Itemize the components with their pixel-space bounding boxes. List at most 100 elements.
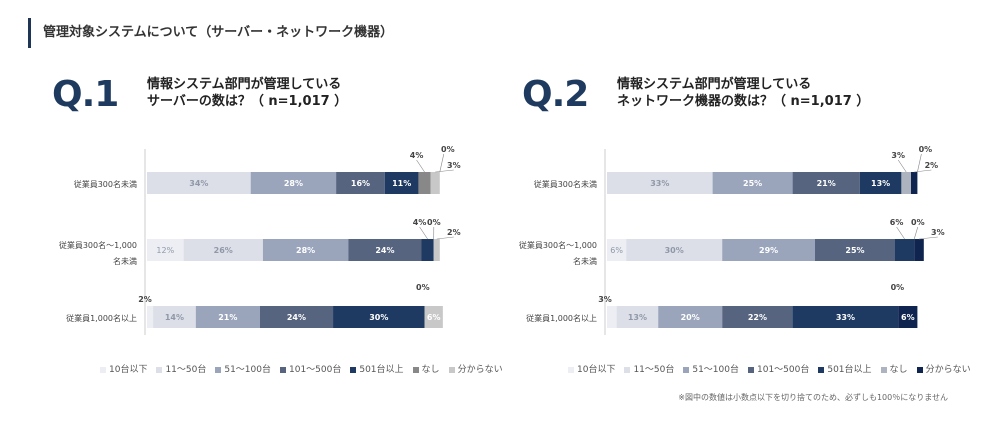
legend-swatch: [350, 366, 357, 373]
legend-item: なし: [880, 362, 908, 375]
value-label: 33%: [836, 313, 855, 322]
value-label: 28%: [284, 179, 303, 188]
value-label: 2%: [138, 295, 152, 304]
bar-segment: [348, 239, 422, 261]
legend-label: 101～500台: [289, 365, 342, 375]
value-label: 0%: [919, 145, 933, 154]
q1-legend: 10台以下 11～50台 51～100台 101～500台 501台以上 なし 分からない: [100, 362, 512, 375]
value-label: 34%: [189, 179, 208, 188]
leader-line: [439, 153, 445, 173]
legend-label: なし: [889, 365, 908, 375]
value-label: 24%: [287, 313, 306, 322]
legend-swatch: [880, 366, 887, 373]
legend-item: 51～100台: [215, 362, 271, 375]
bar-segment: [384, 172, 419, 194]
value-label: 3%: [447, 161, 461, 170]
legend-item: 分からない: [916, 362, 971, 375]
bar-segment: [147, 306, 154, 328]
q2-legend: 10台以下 11～50台 51～100台 101～500台 501台以上 なし 分からない: [568, 362, 980, 375]
value-label: 16%: [351, 179, 370, 188]
legend-swatch: [412, 366, 419, 373]
bar-segment: [433, 239, 440, 261]
bar-segment: [262, 239, 349, 261]
bar-segment: [259, 306, 334, 328]
bar-segment: [336, 172, 385, 194]
category-label: 従業員300名～1,000: [59, 240, 137, 250]
value-label: 3%: [931, 228, 945, 237]
legend-item: 51～100台: [683, 362, 739, 375]
value-label: 21%: [218, 313, 237, 322]
leader-line: [419, 226, 428, 240]
legend-item: 10台以下: [100, 362, 147, 375]
bar-segment: [626, 239, 723, 261]
bar-segment: [333, 306, 425, 328]
legend-label: なし: [421, 365, 440, 375]
bar-segment: [183, 239, 263, 261]
value-label: 4%: [413, 218, 427, 227]
legend-label: 101～500台: [757, 365, 810, 375]
value-label: 25%: [845, 246, 864, 255]
bar-segment: [607, 239, 627, 261]
value-label: 21%: [817, 179, 836, 188]
value-label: 0%: [911, 218, 925, 227]
bar-segment: [250, 172, 337, 194]
value-label: 25%: [743, 179, 762, 188]
legend-swatch: [215, 366, 222, 373]
legend-swatch: [156, 366, 163, 373]
bar-segment: [430, 172, 440, 194]
q1-question-line2: サーバーの数は？（ n=1,017 ）: [147, 94, 348, 109]
bar-segment: [712, 172, 793, 194]
value-label: 0%: [441, 145, 455, 154]
value-label: 3%: [598, 295, 612, 304]
bar-segment: [607, 306, 617, 328]
leader-line: [913, 226, 919, 240]
bar-segment: [722, 306, 793, 328]
bar-segment: [859, 172, 902, 194]
category-label: 従業員1,000名以上: [66, 313, 137, 323]
legend-label: 51～100台: [224, 365, 271, 375]
legend-item: 11～50台: [624, 362, 674, 375]
bar-segment: [792, 172, 860, 194]
legend-item: 501台以上: [350, 362, 404, 375]
legend-label: 11～50台: [165, 365, 207, 375]
value-label: 2%: [925, 161, 939, 170]
value-label: 33%: [650, 179, 669, 188]
legend-label: 10台以下: [577, 365, 616, 375]
bar-segment: [911, 172, 918, 194]
q1-question-line1: 情報システム部門が管理している: [147, 77, 342, 92]
value-label: 6%: [610, 246, 623, 255]
bar-segment: [153, 306, 196, 328]
value-label: 13%: [628, 313, 647, 322]
category-label: 従業員1,000名以上: [526, 313, 597, 323]
leader-line: [914, 169, 932, 173]
legend-swatch: [448, 366, 455, 373]
leader-line: [435, 169, 454, 173]
bar-segment: [421, 239, 434, 261]
bar-segment: [792, 306, 899, 328]
legend-item: 501台以上: [818, 362, 872, 375]
bar-segment: [147, 172, 251, 194]
bar-segment: [616, 306, 659, 328]
value-label: 12%: [156, 246, 174, 255]
q2-question-line1: 情報システム部門が管理している: [617, 77, 812, 92]
legend-swatch: [683, 366, 690, 373]
value-label: 29%: [759, 246, 778, 255]
value-label: 6%: [890, 218, 904, 227]
value-label: 2%: [447, 228, 461, 237]
value-label: 0%: [891, 283, 905, 292]
leader-line: [917, 153, 922, 173]
bar-segment: [722, 239, 815, 261]
page-title: 管理対象システムについて（サーバー・ネットワーク機器）: [28, 18, 393, 48]
legend-swatch: [624, 366, 631, 373]
bar-segment: [898, 306, 918, 328]
q2-label: Q.2: [522, 74, 589, 115]
leader-line: [897, 159, 907, 173]
legend-label: 501台以上: [827, 365, 872, 375]
legend-label: 11～50台: [633, 365, 675, 375]
category-label: 従業員300名～1,000: [519, 240, 597, 250]
value-label: 20%: [681, 313, 700, 322]
q1-question: 情報システム部門が管理している サーバーの数は？（ n=1,017 ）: [147, 76, 347, 110]
value-label: 3%: [891, 151, 905, 160]
value-label: 6%: [427, 313, 441, 322]
legend-item: 101～500台: [280, 362, 341, 375]
